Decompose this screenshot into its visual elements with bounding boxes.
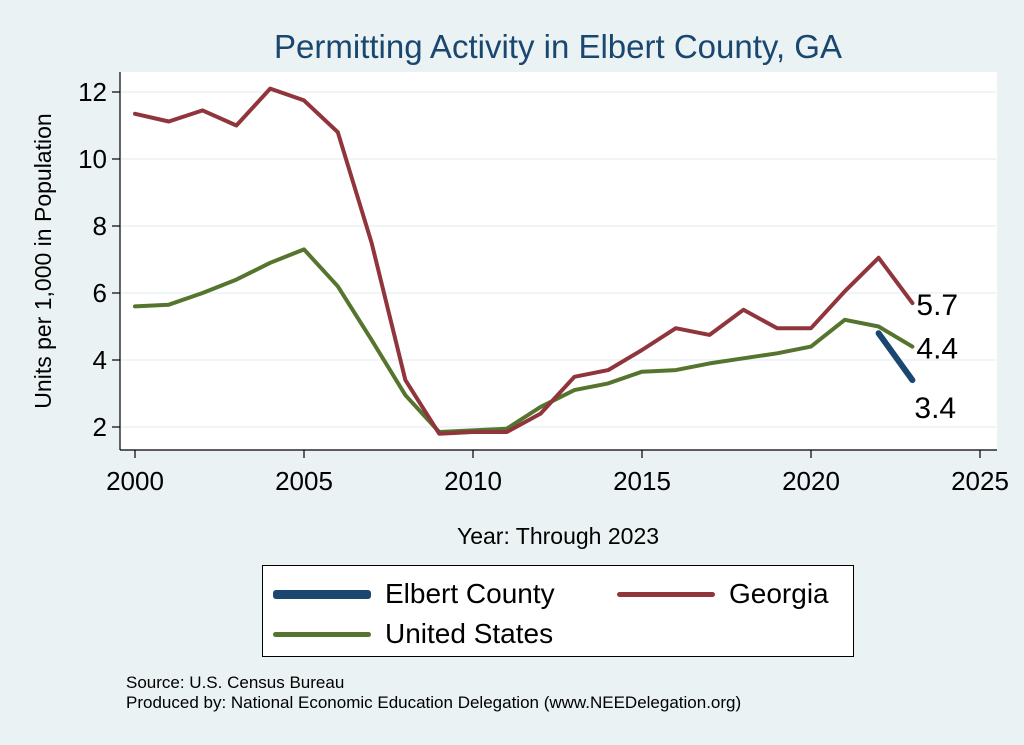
chart-title: Permitting Activity in Elbert County, GA bbox=[274, 28, 842, 65]
legend-item-georgia: Georgia bbox=[617, 579, 847, 609]
y-tick-label-12: 12 bbox=[78, 77, 107, 107]
y-tick-label-6: 6 bbox=[93, 278, 107, 308]
legend-swatch-elbert-county bbox=[273, 590, 371, 599]
x-tick-label-2025: 2025 bbox=[951, 466, 1009, 496]
x-tick-label-2015: 2015 bbox=[613, 466, 671, 496]
x-axis-label: Year: Through 2023 bbox=[457, 523, 659, 549]
x-tick-label-2005: 2005 bbox=[275, 466, 333, 496]
legend-swatch-united-states bbox=[273, 632, 371, 637]
y-tick-label-2: 2 bbox=[93, 412, 107, 442]
axis-layer: 2 4 6 8 10 12 2000 2005 2010 2015 2020 2025 bbox=[78, 72, 1009, 496]
legend-item-elbert-county: Elbert County bbox=[273, 579, 593, 609]
series-line-united-states bbox=[133, 247, 915, 434]
legend: Elbert County Georgia United States bbox=[262, 565, 854, 657]
grid-layer bbox=[121, 91, 996, 428]
plot-background bbox=[120, 72, 997, 450]
y-tick-label-8: 8 bbox=[93, 211, 107, 241]
label-layer: 3.4 5.7 4.4 bbox=[914, 289, 958, 425]
producer-line: Produced by: National Economic Education… bbox=[126, 693, 742, 712]
legend-item-united-states: United States bbox=[273, 619, 593, 649]
x-tick-label-2000: 2000 bbox=[106, 466, 164, 496]
end-label-united-states: 4.4 bbox=[916, 333, 958, 366]
legend-label-united-states: United States bbox=[385, 618, 554, 649]
legend-swatch-georgia bbox=[617, 592, 715, 597]
y-tick-label-10: 10 bbox=[78, 144, 107, 174]
legend-label-elbert-county: Elbert County bbox=[385, 578, 555, 609]
series-line-elbert-county bbox=[875, 330, 916, 384]
y-tick-label-4: 4 bbox=[93, 345, 107, 375]
source-note: Source: U.S. Census Bureau Produced by: … bbox=[126, 673, 741, 713]
y-axis-label: Units per 1,000 in Population bbox=[30, 113, 56, 408]
end-label-georgia: 5.7 bbox=[916, 289, 958, 322]
end-label-elbert-county: 3.4 bbox=[914, 392, 956, 425]
legend-label-georgia: Georgia bbox=[729, 578, 829, 609]
source-line: Source: U.S. Census Bureau bbox=[126, 673, 345, 692]
series-line-georgia bbox=[133, 86, 915, 436]
x-tick-label-2020: 2020 bbox=[782, 466, 840, 496]
series-layer bbox=[133, 86, 916, 436]
x-tick-label-2010: 2010 bbox=[444, 466, 502, 496]
